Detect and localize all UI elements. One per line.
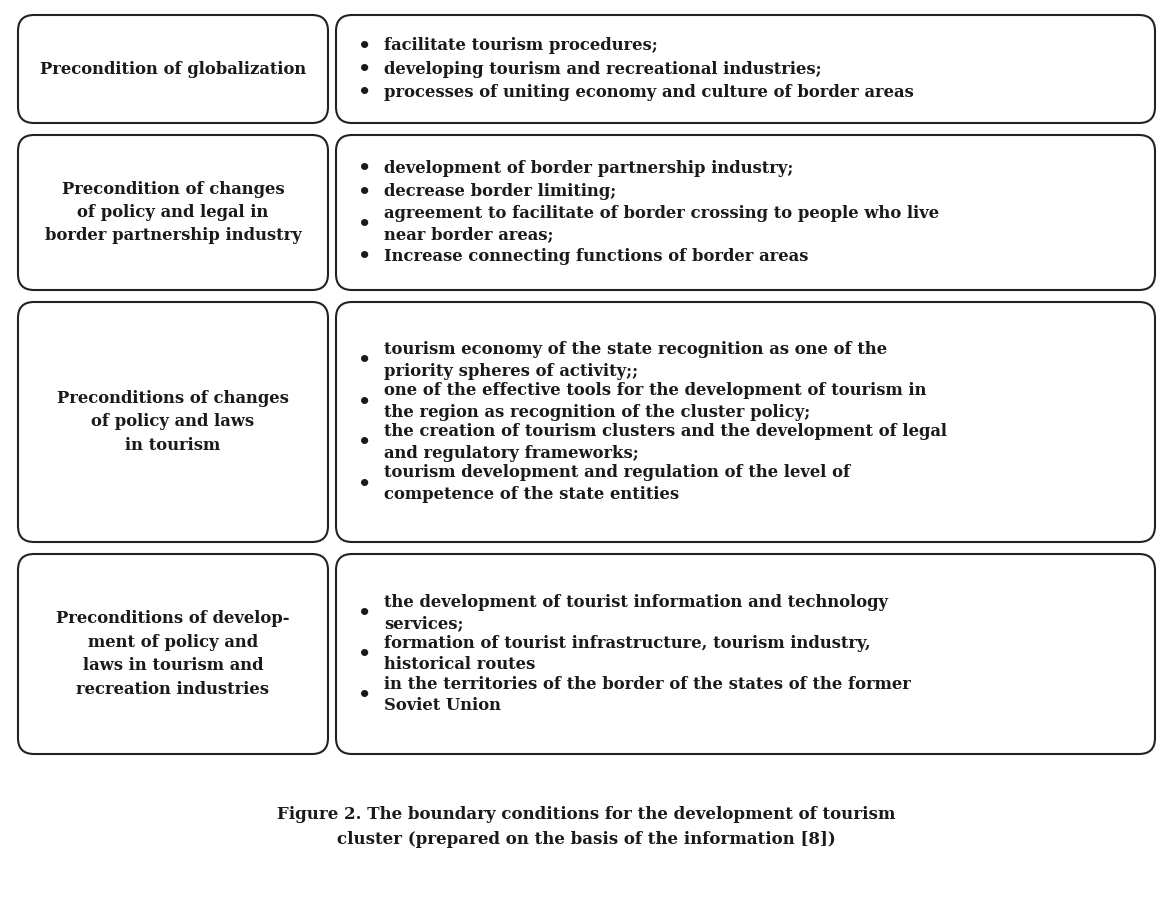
- Text: one of the effective tools for the development of tourism in
the region as recog: one of the effective tools for the devel…: [384, 382, 927, 420]
- Text: facilitate tourism procedures;: facilitate tourism procedures;: [384, 37, 658, 54]
- Text: tourism development and regulation of the level of
competence of the state entit: tourism development and regulation of th…: [384, 464, 850, 503]
- FancyBboxPatch shape: [18, 15, 328, 123]
- Text: •: •: [358, 432, 371, 452]
- Text: •: •: [358, 159, 371, 179]
- Text: Precondition of globalization: Precondition of globalization: [40, 61, 306, 77]
- FancyBboxPatch shape: [335, 15, 1155, 123]
- Text: Preconditions of changes
of policy and laws
in tourism: Preconditions of changes of policy and l…: [57, 390, 289, 454]
- Text: Preconditions of develop-
ment of policy and
laws in tourism and
recreation indu: Preconditions of develop- ment of policy…: [56, 610, 290, 697]
- Text: formation of tourist infrastructure, tourism industry,
historical routes: formation of tourist infrastructure, tou…: [384, 635, 870, 673]
- Text: •: •: [358, 182, 371, 202]
- Text: developing tourism and recreational industries;: developing tourism and recreational indu…: [384, 61, 821, 77]
- Text: tourism economy of the state recognition as one of the
priority spheres of activ: tourism economy of the state recognition…: [384, 341, 887, 380]
- Text: •: •: [358, 685, 371, 705]
- Text: the creation of tourism clusters and the development of legal
and regulatory fra: the creation of tourism clusters and the…: [384, 423, 947, 462]
- Text: agreement to facilitate of border crossing to people who live
near border areas;: agreement to facilitate of border crossi…: [384, 205, 940, 243]
- Text: •: •: [358, 246, 371, 267]
- Text: Increase connecting functions of border areas: Increase connecting functions of border …: [384, 248, 808, 265]
- Text: the development of tourist information and technology
services;: the development of tourist information a…: [384, 594, 888, 632]
- Text: •: •: [358, 83, 371, 103]
- Text: •: •: [358, 603, 371, 623]
- FancyBboxPatch shape: [18, 135, 328, 290]
- Text: •: •: [358, 214, 371, 234]
- FancyBboxPatch shape: [18, 554, 328, 754]
- Text: processes of uniting economy and culture of border areas: processes of uniting economy and culture…: [384, 84, 914, 101]
- Text: •: •: [358, 644, 371, 664]
- Text: Precondition of changes
of policy and legal in
border partnership industry: Precondition of changes of policy and le…: [45, 181, 301, 244]
- FancyBboxPatch shape: [18, 302, 328, 542]
- FancyBboxPatch shape: [335, 302, 1155, 542]
- Text: decrease border limiting;: decrease border limiting;: [384, 183, 616, 201]
- FancyBboxPatch shape: [335, 135, 1155, 290]
- FancyBboxPatch shape: [335, 554, 1155, 754]
- Text: •: •: [358, 473, 371, 494]
- Text: in the territories of the border of the states of the former
Soviet Union: in the territories of the border of the …: [384, 676, 911, 715]
- Text: •: •: [358, 35, 371, 55]
- Text: •: •: [358, 391, 371, 411]
- Text: Figure 2. The boundary conditions for the development of tourism
cluster (prepar: Figure 2. The boundary conditions for th…: [277, 806, 896, 848]
- Text: •: •: [358, 350, 371, 370]
- Text: development of border partnership industry;: development of border partnership indust…: [384, 160, 793, 177]
- Text: •: •: [358, 59, 371, 79]
